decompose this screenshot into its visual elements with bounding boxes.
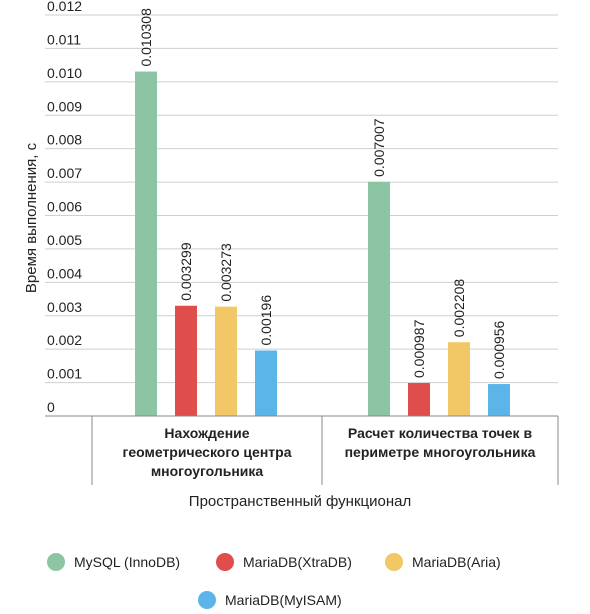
y-tick-label: 0.005	[47, 232, 82, 248]
category-label: многоугольника	[151, 463, 264, 479]
y-tick-label: 0.010	[47, 65, 82, 81]
bar	[448, 342, 470, 416]
legend-label: MySQL (InnoDB)	[74, 554, 180, 570]
y-tick-label: 0.008	[47, 132, 82, 148]
x-axis-title: Пространственный функционал	[189, 493, 411, 510]
y-tick-label: 0.003	[47, 299, 82, 315]
legend-marker	[385, 553, 403, 571]
data-label: 0.00196	[258, 295, 274, 346]
y-tick-label: 0	[47, 399, 55, 415]
x-axis	[45, 415, 559, 485]
legend-label: MariaDB(Aria)	[412, 554, 501, 570]
data-label: 0.000956	[491, 320, 507, 379]
bars	[135, 71, 510, 416]
category-label: периметре многоугольника	[345, 444, 536, 460]
legend-marker	[198, 591, 216, 609]
legend-marker	[216, 553, 234, 571]
legend: MySQL (InnoDB) MariaDB(XtraDB) MariaDB(Ari…	[47, 553, 501, 609]
data-labels: 0.010308 0.007007 0.003299 0.000987 0.003273…	[138, 8, 507, 379]
data-label: 0.007007	[371, 118, 387, 177]
y-tick-label: 0.009	[47, 98, 82, 114]
y-tick-label: 0.001	[47, 366, 82, 382]
data-label: 0.010308	[138, 8, 154, 67]
data-label: 0.003299	[178, 242, 194, 301]
bar	[215, 306, 237, 416]
category-labels: Нахождение геометрического центра многоуго…	[123, 425, 536, 479]
bar	[408, 383, 430, 416]
y-tick-labels: 0 0.001 0.002 0.003 0.004 0.005 0.006 0.007 0.00…	[47, 0, 82, 415]
category-label: Расчет количества точек в	[348, 425, 533, 441]
y-axis-title: Время выполнения, с	[23, 142, 40, 293]
legend-label: MariaDB(XtraDB)	[243, 554, 352, 570]
legend-marker	[47, 553, 65, 571]
bar	[488, 384, 510, 416]
y-tick-label: 0.011	[47, 31, 81, 47]
bar	[255, 350, 277, 416]
bar	[175, 305, 197, 416]
category-label: Нахождение	[164, 425, 249, 441]
bar	[135, 71, 157, 416]
grid-lines	[45, 14, 558, 384]
y-tick-label: 0.002	[47, 332, 82, 348]
y-tick-label: 0.012	[47, 0, 82, 14]
y-tick-label: 0.006	[47, 199, 82, 215]
y-tick-label: 0.007	[47, 165, 82, 181]
category-label: геометрического центра	[123, 444, 292, 460]
data-label: 0.003273	[218, 243, 234, 302]
bar	[368, 181, 390, 416]
legend-label: MariaDB(MyISAM)	[225, 592, 342, 608]
data-label: 0.002208	[451, 279, 467, 338]
data-label: 0.000987	[411, 319, 427, 378]
y-tick-label: 0.004	[47, 265, 82, 281]
